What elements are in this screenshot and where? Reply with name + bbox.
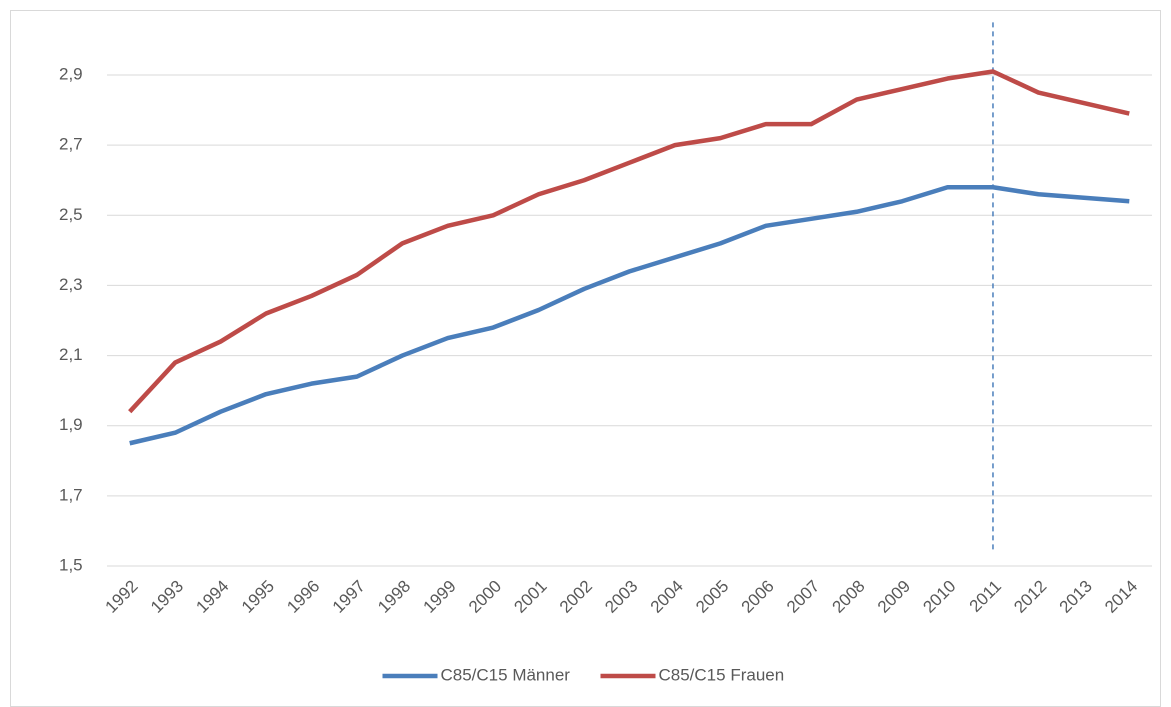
y-tick-label: 1,5	[59, 555, 83, 574]
y-tick-label: 2,9	[59, 64, 83, 83]
chart-border	[10, 10, 1161, 707]
y-tick-label: 2,3	[59, 275, 83, 294]
legend-label: C85/C15 Frauen	[659, 665, 785, 684]
y-tick-label: 2,5	[59, 205, 83, 224]
y-tick-label: 2,7	[59, 135, 83, 154]
legend-label: C85/C15 Männer	[441, 665, 571, 684]
y-tick-label: 2,1	[59, 345, 83, 364]
y-tick-label: 1,7	[59, 485, 83, 504]
y-tick-label: 1,9	[59, 415, 83, 434]
series-line	[128, 69, 1130, 414]
series-line	[129, 184, 1130, 446]
